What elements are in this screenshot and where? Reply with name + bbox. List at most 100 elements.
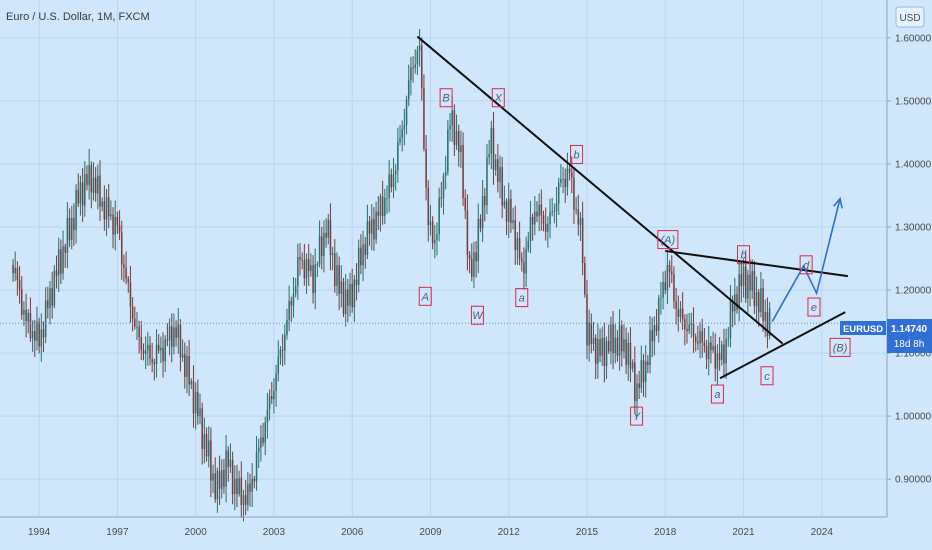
candle-body [686,328,688,332]
trendline-layer[interactable] [416,35,849,380]
currency-label[interactable]: USD [899,13,920,24]
wave-label-box [515,288,529,308]
candle-body [277,356,280,374]
candle-body [666,264,669,291]
candle-body [40,329,43,347]
x-tick-label: 2009 [419,527,442,538]
candle-body [412,67,414,69]
candle-body [764,311,767,321]
candle-body [453,110,456,145]
wave-label: a [710,384,724,404]
candle-body [168,326,171,341]
trendline[interactable] [665,249,849,278]
projection-path[interactable] [771,198,841,322]
candle-body [136,326,138,328]
currency-button[interactable]: USD [895,6,925,28]
candle-body [751,270,753,291]
currency-button-bg[interactable] [895,6,925,28]
candle-body [160,347,162,351]
candle-body [360,247,362,266]
candle-body [762,288,764,321]
candle-body [329,219,332,256]
x-tick-labels: 1994 1997 2000 2003 2006 2009 2012 2015 2018 2021… [28,527,833,538]
candle-body [151,358,153,363]
candle-body [694,336,697,342]
candle-body [268,396,271,410]
candle-body [338,265,340,294]
candle-body [716,353,719,369]
price-badge: EURUSD 1.14740 18d 8h [840,319,932,353]
bar-countdown: 18d 8h [894,339,925,350]
candle-body [336,265,338,287]
wave-label-text: d [803,260,810,272]
candle-body [671,271,673,275]
candle-body [529,217,532,241]
candle-body [571,172,573,178]
candle-body [649,330,651,366]
candle-body [399,137,401,142]
candle-body [573,177,575,210]
candle-body [270,396,273,400]
wave-label-box [829,337,851,357]
candle-body [690,322,693,325]
candle-body [703,342,706,346]
trendline[interactable] [719,311,846,380]
candle-body [47,300,49,309]
candle-body [340,281,343,294]
candle-body [634,362,636,402]
y-tick-labels: 1.60000 1.50000 1.40000 1.30000 1.20000 1.100… [887,33,932,486]
candle-body [125,267,127,279]
candle-body [714,346,717,369]
candle-body [677,309,680,317]
candle-body [105,197,108,220]
candle-body [225,450,227,487]
candle-body [240,477,243,506]
candle-body [662,282,664,298]
candle-body [747,274,749,299]
wave-label-box [491,88,505,108]
candle-body [551,211,553,213]
wave-label: e [807,297,821,317]
candle-body [542,215,545,224]
price-badge-bg [887,319,932,353]
candle-body [427,187,430,226]
candle-body [742,266,745,287]
candle-body [420,45,423,88]
candle-body [166,339,169,341]
trendline[interactable] [416,35,784,345]
wave-label-text: (B) [833,342,848,354]
candle-body [557,182,560,204]
wave-label-text: b [740,250,746,262]
candle-body [697,341,699,344]
projection-layer[interactable] [771,196,843,322]
candle-body [94,177,97,194]
candle-body [638,383,640,388]
candle-body [518,238,521,259]
candle-body [457,131,460,153]
candle-body [534,211,536,225]
candle-body [655,325,658,332]
candle-body [625,339,627,365]
candle-body [468,254,471,259]
candle-body [675,301,677,310]
candle-body [177,324,180,338]
candle-body [303,260,306,279]
candle-body [190,381,193,385]
candle-body [603,337,606,367]
y-tick-label: 1.40000 [895,159,932,170]
candle-body [175,327,177,338]
candle-body [401,129,403,138]
candle-body [538,204,540,217]
candle-body [205,434,208,457]
candle-body [184,354,186,377]
candle-body [73,217,75,230]
candle-body [192,381,195,414]
wave-label-text: a [714,389,720,401]
candle-body [755,292,758,307]
candle-body [38,321,40,347]
candle-body [14,267,16,274]
candle-body [227,450,230,467]
